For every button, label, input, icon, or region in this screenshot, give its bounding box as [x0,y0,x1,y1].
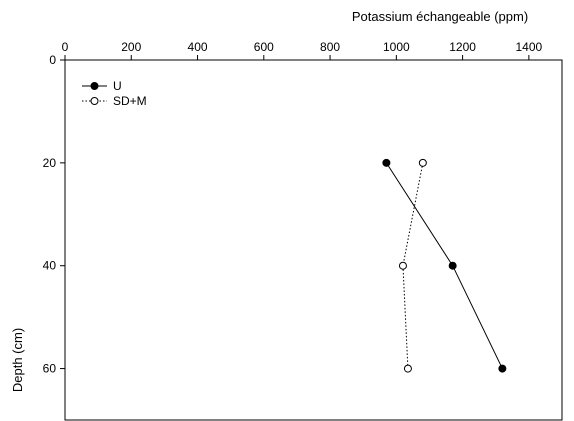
x-tick-label: 0 [62,40,69,54]
y-tick-label: 40 [43,259,57,273]
data-point [398,261,407,270]
data-point [498,364,507,373]
legend-label: U [113,79,122,93]
y-tick-label: 0 [49,53,56,67]
series-2 [398,158,427,373]
y-tick-label: 20 [43,156,57,170]
legend-label: SD+M [113,94,147,108]
data-point [448,261,457,270]
series-1 [382,158,507,373]
data-point [382,158,391,167]
x-axis: 0 200 400 600 800 1000 1200 1400 [62,40,543,60]
plot-frame [64,59,563,421]
series-layer [382,158,507,373]
x-tick-label: 400 [188,40,208,54]
legend-item: U [82,79,122,93]
x-tick-label: 800 [320,40,340,54]
x-axis-title: Potassium échangeable (ppm) [352,9,528,24]
data-point [418,158,427,167]
x-tick-label: 1000 [383,40,410,54]
x-tick-label: 1400 [516,40,543,54]
y-axis-title: Depth (cm) [10,328,25,392]
legend: USD+M [82,79,147,108]
y-axis: 0 20 40 60 [43,53,65,376]
legend-marker [90,97,99,105]
x-tick-label: 200 [121,40,141,54]
data-point [403,364,412,373]
x-tick-label: 600 [254,40,274,54]
x-tick-label: 1200 [449,40,476,54]
legend-marker [90,82,99,90]
y-tick-label: 60 [43,362,57,376]
legend-item: SD+M [82,94,147,108]
